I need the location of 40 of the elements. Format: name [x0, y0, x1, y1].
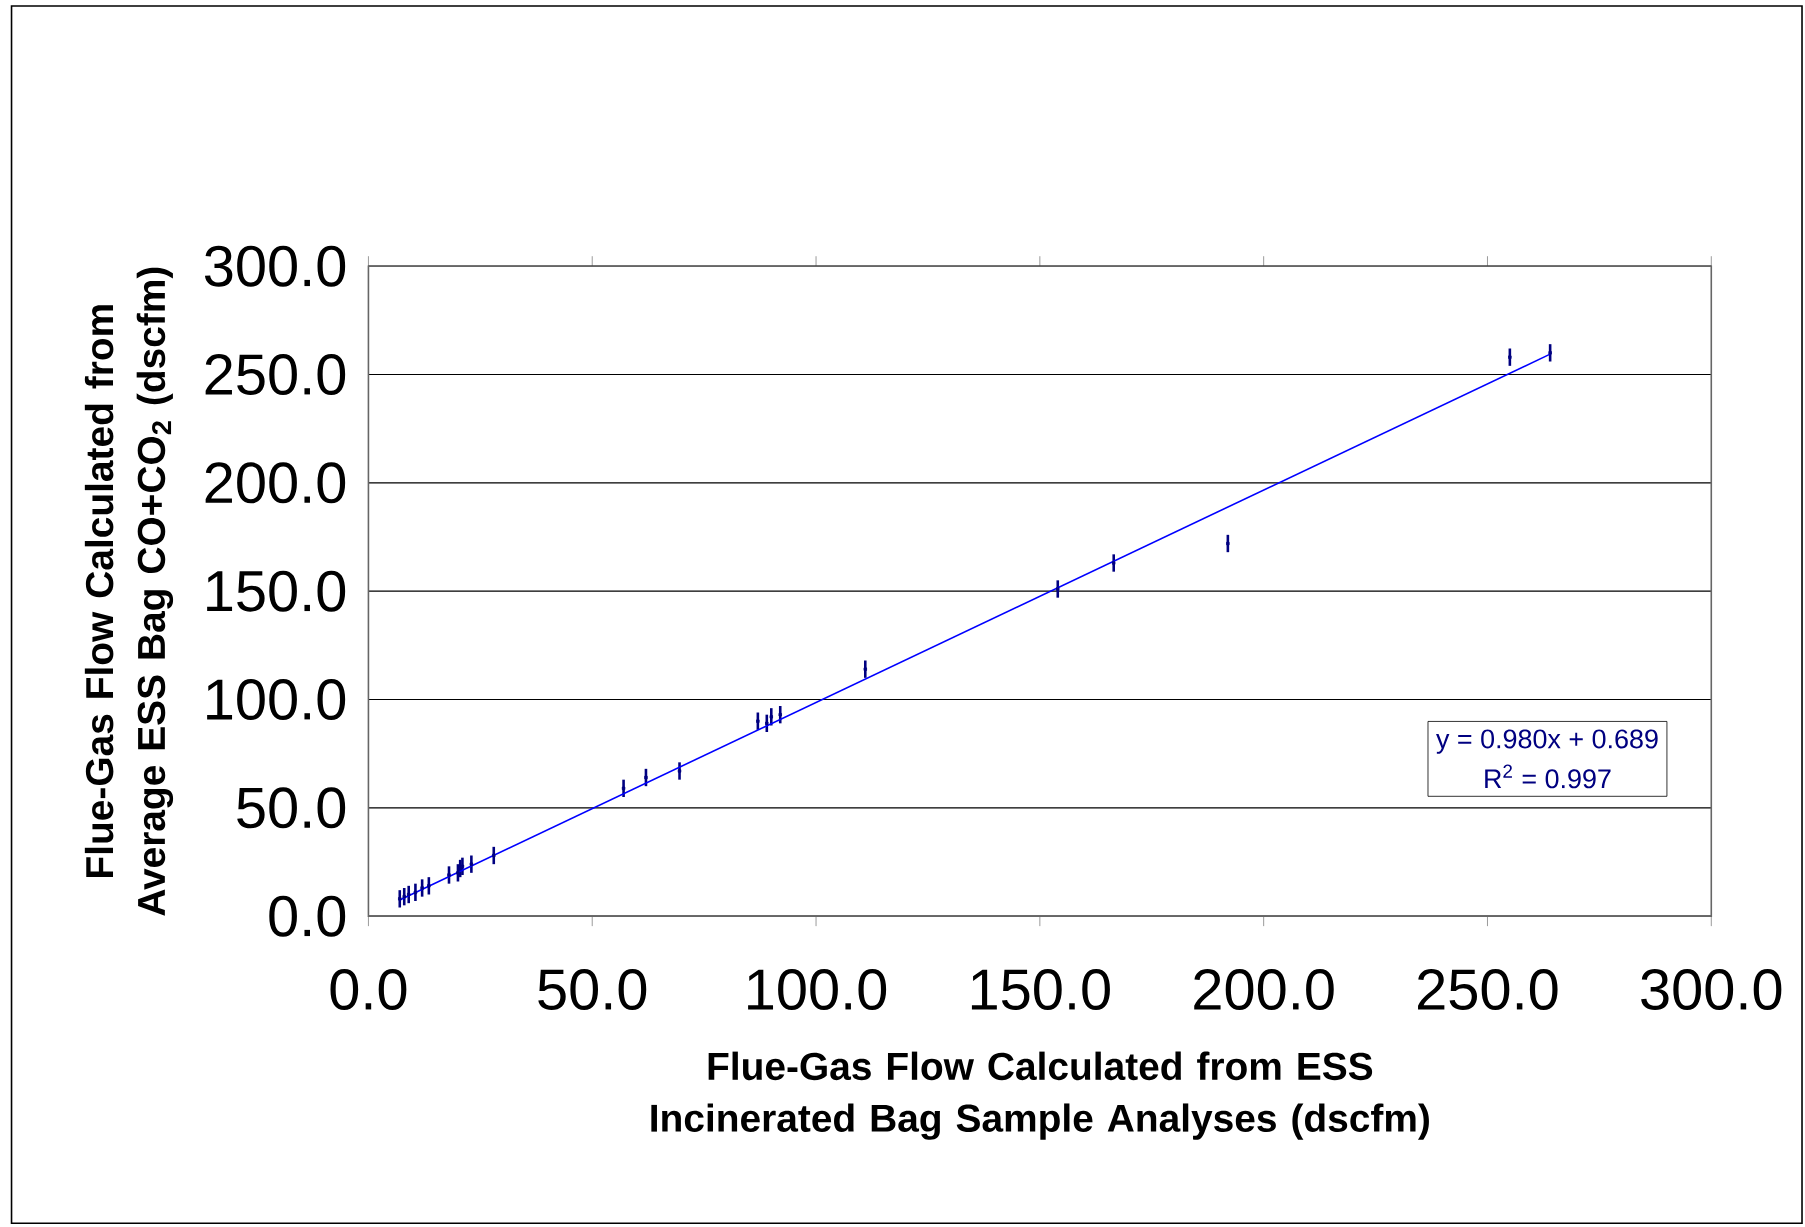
point	[621, 786, 626, 790]
y-tick-label: 200.0	[205, 462, 346, 504]
y-tick-label: 100.0	[207, 678, 346, 720]
point	[1056, 587, 1060, 591]
x-tick-label: 0.0	[330, 968, 407, 1010]
point	[644, 775, 648, 780]
point	[447, 873, 451, 877]
x-tick-label: 150.0	[971, 968, 1110, 1010]
point	[677, 769, 682, 773]
point	[1226, 541, 1230, 546]
point	[756, 719, 760, 723]
x-tick-label: 300.0	[1641, 968, 1782, 1010]
point	[402, 894, 406, 899]
point	[460, 864, 465, 868]
x-tick-label: 200.0	[1194, 968, 1334, 1010]
point	[769, 715, 773, 719]
x-tick-label: 50.0	[538, 968, 647, 1010]
y-tick-label: 50.0	[237, 787, 346, 829]
y-tick-label: 250.0	[205, 353, 346, 395]
point	[427, 884, 431, 888]
point	[863, 667, 867, 671]
x-axis-title: Flue-Gas Flow Calculated from ESS Incinerated Bag Sample Analyses (dscfm)	[651, 1051, 1429, 1140]
point	[398, 897, 402, 901]
y-tick-label: 0.0	[269, 895, 346, 937]
x-tick-label: 250.0	[1418, 968, 1558, 1010]
point	[1508, 355, 1512, 359]
point	[1112, 561, 1116, 565]
annotation: R$^{2}$ = 0.997	[1485, 764, 1611, 789]
point	[420, 886, 424, 890]
point	[407, 892, 411, 897]
annotation: y = 0.980x + 0.689	[1436, 729, 1658, 754]
point	[469, 862, 474, 866]
x-tick-label: 100.0	[748, 968, 887, 1010]
point	[1548, 351, 1552, 355]
y-tick-label: 150.0	[207, 570, 346, 612]
point	[765, 721, 769, 725]
point	[492, 853, 496, 858]
point	[778, 712, 782, 717]
y-tick-label: 300.0	[204, 245, 346, 287]
point	[413, 890, 418, 894]
